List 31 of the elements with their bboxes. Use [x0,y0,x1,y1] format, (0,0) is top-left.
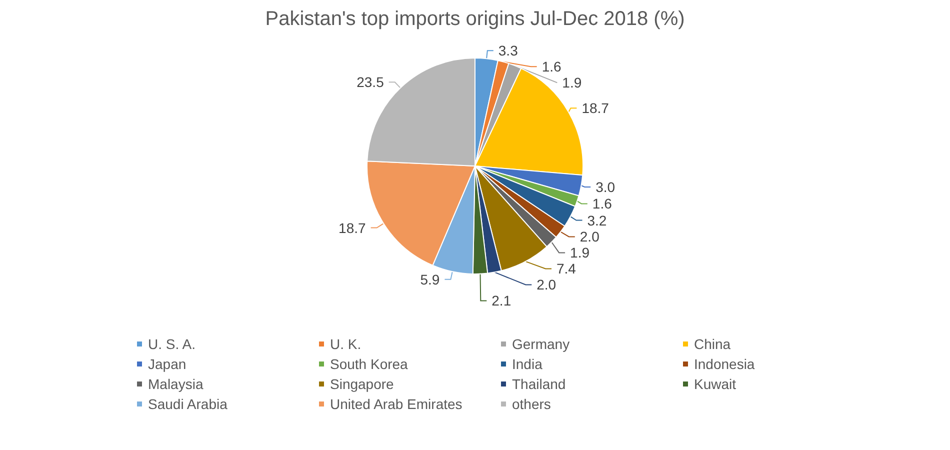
data-label: 2.1 [492,292,512,309]
legend-label: China [694,336,731,352]
data-label: 2.0 [536,276,556,293]
legend-label: Indonesia [694,356,755,372]
legend-label: U. K. [330,336,362,352]
chart-title: Pakistan's top imports origins Jul-Dec 2018 (%) [265,8,685,30]
data-label: 3.2 [587,212,607,228]
data-label: 18.7 [338,220,366,236]
legend-label: others [512,396,551,412]
data-label: 2.0 [580,228,600,245]
data-label: 1.9 [570,244,590,261]
legend-label: United Arab Emirates [330,396,462,412]
data-label: 5.9 [420,271,440,288]
legend-label: Saudi Arabia [148,396,228,412]
legend-label: Thailand [512,376,566,392]
legend-label: India [512,356,543,372]
legend-label: U. S. A. [148,336,196,352]
data-label: 1.6 [542,58,562,75]
data-label: 3.3 [498,42,518,59]
legend-label: Germany [512,336,570,352]
data-label: 18.7 [582,100,610,116]
data-label: 7.4 [556,260,576,277]
legend-label: Singapore [330,376,394,392]
legend-label: Kuwait [694,376,736,392]
legend-label: Japan [148,356,186,372]
data-label: 23.5 [356,74,384,90]
data-label: 1.9 [562,74,582,91]
legend-label: Malaysia [148,376,204,392]
data-label: 1.6 [592,196,612,212]
legend-label: South Korea [330,356,408,372]
data-label: 3.0 [596,178,616,195]
